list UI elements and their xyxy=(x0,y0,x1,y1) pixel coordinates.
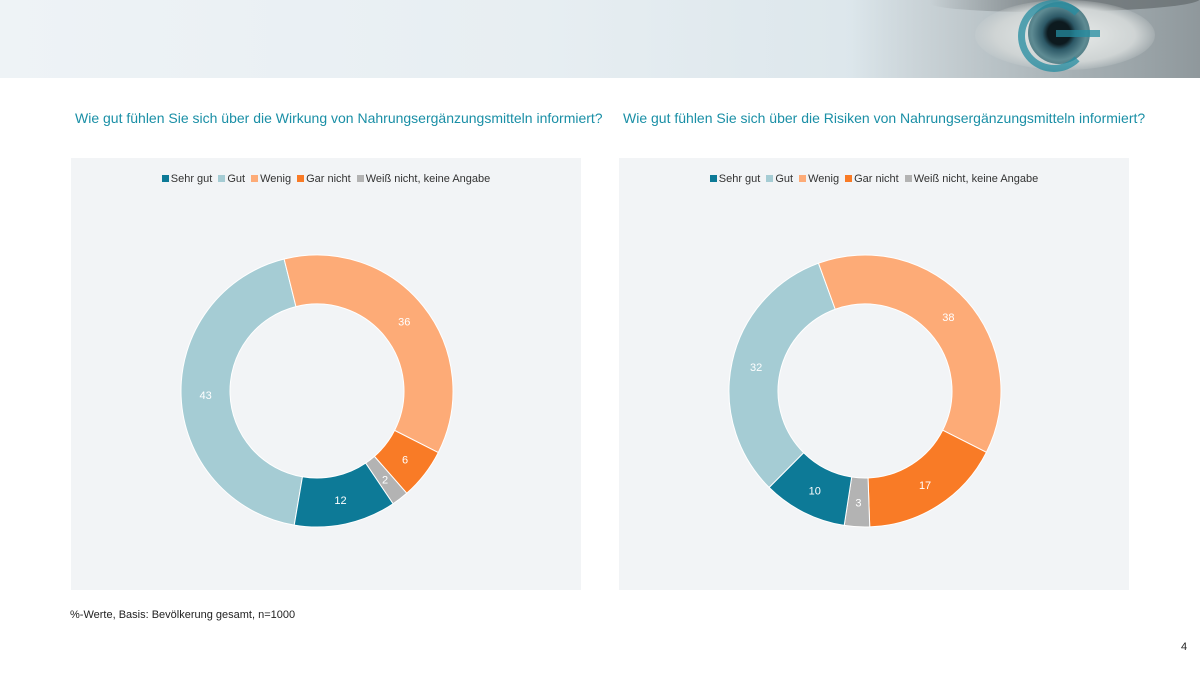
legend-label: Gut xyxy=(775,173,794,185)
donut-slice xyxy=(768,452,853,526)
donut-slice xyxy=(283,254,454,454)
chart-panel-wirkung: Sehr gut Gut Wenig Gar nicht Weiß nicht, kei… xyxy=(71,158,581,590)
chart-panel-risiken: Sehr gut Gut Wenig Gar nicht Weiß nicht, kei… xyxy=(619,158,1129,590)
legend-swatch xyxy=(356,175,364,182)
legend-swatch xyxy=(251,175,259,182)
data-label: 36 xyxy=(398,317,410,329)
legend-label: Sehr gut xyxy=(170,173,213,185)
legend-swatch xyxy=(297,175,305,182)
footnote: %-Werte, Basis: Bevölkerung gesamt, n=10… xyxy=(70,609,296,621)
legend-item: Weiß nicht, keine Angabe xyxy=(904,173,1039,185)
data-label: 43 xyxy=(199,390,211,402)
legend-swatch xyxy=(799,175,807,182)
legend-item: Gut xyxy=(218,173,245,185)
data-label: 6 xyxy=(402,454,408,466)
legend-label: Gar nicht xyxy=(306,173,351,185)
legend-item: Wenig xyxy=(799,173,839,185)
legend-item: Wenig xyxy=(251,173,291,185)
data-label: 12 xyxy=(334,495,346,507)
donut-chart-wirkung: 43 36 6 2 12 xyxy=(180,254,454,528)
legend-label: Sehr gut xyxy=(718,173,761,185)
legend-item: Sehr gut xyxy=(709,173,761,185)
legend-label: Wenig xyxy=(260,173,292,185)
data-label: 38 xyxy=(942,312,954,324)
logo-bar xyxy=(1056,30,1100,37)
legend-item: Gar nicht xyxy=(845,173,899,185)
data-label: 2 xyxy=(382,474,388,486)
legend-swatch xyxy=(709,175,717,182)
legend-swatch xyxy=(218,175,226,182)
data-label: 10 xyxy=(809,486,821,498)
donut-slice xyxy=(728,262,836,489)
legend-swatch xyxy=(161,175,169,182)
legend-label: Gar nicht xyxy=(854,173,899,185)
legend-item: Gar nicht xyxy=(297,173,351,185)
donut-slice xyxy=(293,462,394,528)
legend-swatch xyxy=(904,175,912,182)
legend-swatch xyxy=(845,175,853,182)
chart-legend: Sehr gut Gut Wenig Gar nicht Weiß nicht, kei… xyxy=(71,173,581,185)
donut-slice xyxy=(867,429,988,528)
legend-item: Sehr gut xyxy=(161,173,213,185)
donut-chart-risiken: 32 38 17 3 10 xyxy=(728,254,1002,528)
data-label: 32 xyxy=(750,362,762,374)
donut-slice xyxy=(817,254,1002,453)
logo-icon xyxy=(1018,0,1090,72)
question-wirkung: Wie gut fühlen Sie sich über die Wirkung… xyxy=(75,110,603,126)
question-risiken: Wie gut fühlen Sie sich über die Risiken… xyxy=(623,110,1146,126)
data-label: 3 xyxy=(855,497,861,509)
legend-item: Weiß nicht, keine Angabe xyxy=(356,173,491,185)
legend-label: Weiß nicht, keine Angabe xyxy=(913,173,1039,185)
legend-item: Gut xyxy=(766,173,793,185)
legend-label: Weiß nicht, keine Angabe xyxy=(365,173,491,185)
page-number: 4 xyxy=(1181,641,1188,653)
legend-swatch xyxy=(766,175,774,182)
chart-legend: Sehr gut Gut Wenig Gar nicht Weiß nicht, kei… xyxy=(619,173,1129,185)
legend-label: Gut xyxy=(227,173,246,185)
donut-slice xyxy=(180,258,304,526)
legend-label: Wenig xyxy=(808,173,840,185)
data-label: 17 xyxy=(919,480,931,492)
header-banner xyxy=(0,0,1200,78)
